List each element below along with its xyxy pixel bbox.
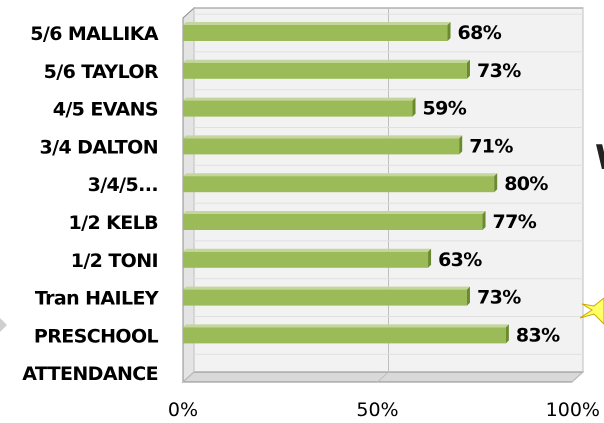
value-labels: 68% 73% 59%71% 80% 77% 63% 73% 83% — [423, 22, 561, 346]
bar-face — [183, 251, 429, 268]
bar-face — [183, 25, 448, 41]
x-tick-label: 0% — [168, 399, 198, 421]
bar — [183, 324, 509, 344]
bar-top — [183, 97, 416, 101]
bar — [183, 286, 470, 306]
bar-face — [183, 62, 467, 79]
bar-end — [505, 324, 509, 344]
bar-end — [466, 286, 470, 306]
category-label: PRESCHOOL — [34, 325, 159, 347]
value-label: 73% — [477, 60, 521, 82]
bar-end — [494, 173, 498, 193]
x-tick-label: 50% — [356, 399, 398, 421]
bar-face — [183, 176, 495, 193]
bar-top — [183, 59, 470, 63]
bar-end — [482, 211, 486, 230]
bar — [183, 135, 463, 155]
category-label: 5/6 MALLIKA — [30, 23, 159, 45]
partial-background-text: W — [595, 138, 604, 178]
bar-top — [183, 211, 486, 214]
bar-face — [183, 327, 506, 344]
floor-gridline — [182, 371, 195, 383]
bar-face — [183, 289, 467, 306]
bar-top — [183, 324, 509, 328]
bars — [183, 22, 509, 344]
x-axis-tick-labels: 0% 50% 100% — [168, 399, 600, 421]
bar-end — [447, 22, 451, 41]
bar-face — [183, 100, 413, 117]
category-label: 4/5 EVANS — [53, 99, 158, 121]
bar-top — [183, 135, 463, 139]
bar-end — [459, 135, 463, 155]
category-label: ATTENDANCE — [22, 363, 158, 385]
bar — [183, 22, 451, 41]
value-label: 83% — [516, 324, 560, 346]
bar-top — [183, 173, 498, 177]
value-label: 73% — [477, 287, 521, 309]
value-label: 68% — [458, 22, 502, 44]
value-label: 63% — [438, 249, 482, 271]
bar-top — [183, 248, 432, 252]
floor-gridline — [571, 371, 584, 383]
category-label: 5/6 TAYLOR — [44, 61, 159, 83]
bar-face — [183, 138, 460, 155]
bar — [183, 211, 486, 230]
bar — [183, 59, 470, 79]
x-tick-label: 100% — [546, 399, 600, 421]
category-label: 3/4 DALTON — [40, 136, 158, 158]
bar — [183, 248, 432, 268]
bar-end — [428, 248, 432, 268]
floor-gridline — [377, 371, 389, 383]
value-label: 80% — [504, 173, 548, 195]
category-label: 3/4/5... — [88, 174, 158, 196]
starburst-icon — [580, 297, 604, 325]
bar-top — [183, 22, 451, 25]
category-labels: 5/6 MALLIKA 5/6 TAYLOR 4/5 EVANS 3/4 DALTON… — [22, 23, 159, 385]
value-label: 77% — [493, 211, 537, 233]
category-label: 1/2 TONI — [71, 250, 158, 272]
bar — [183, 97, 416, 117]
bar-end — [412, 97, 416, 117]
bar-top — [183, 286, 470, 290]
value-label: 71% — [469, 135, 513, 157]
bar — [183, 173, 498, 193]
bar-end — [466, 59, 470, 79]
category-label: Tran HAILEY — [35, 288, 159, 310]
left-edge-decoration — [0, 318, 7, 332]
value-label: 59% — [423, 98, 467, 120]
bar-face — [183, 214, 483, 230]
category-label: 1/2 KELB — [69, 212, 159, 234]
